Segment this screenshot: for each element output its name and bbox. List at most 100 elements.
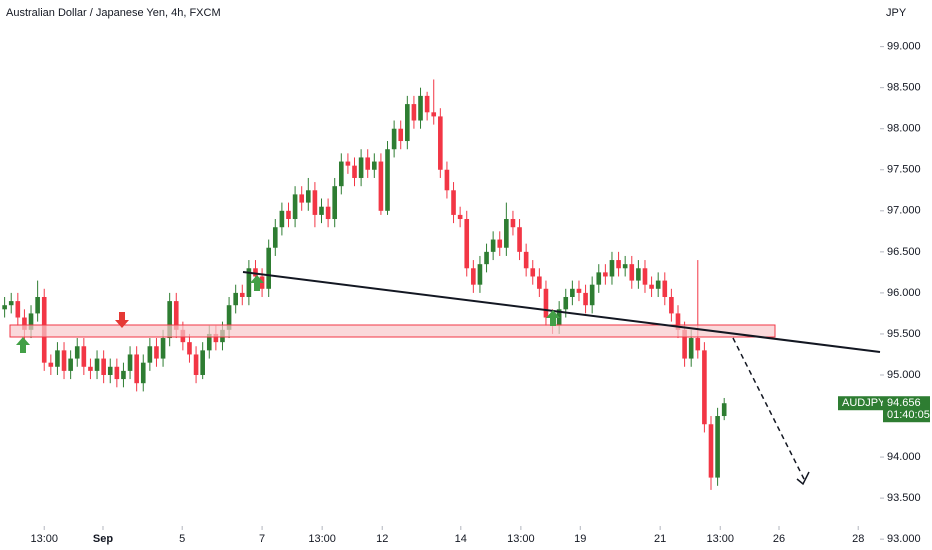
candle-body [497,239,503,248]
x-tick-label: 7 [259,533,265,545]
candle-body [286,210,291,220]
countdown-label: 01:40:05 [887,409,930,421]
buy-arrow [546,310,560,326]
chart-title: Australian Dollar / Japanese Yen, 4h, FX… [6,7,221,19]
x-tick-label: 14 [455,533,467,545]
candle-body [418,95,423,121]
x-tick-label: 28 [852,533,864,545]
candle-body [2,305,7,310]
candle-body [272,227,278,248]
candle-body [266,247,271,289]
candle-body [688,338,694,359]
candle-body [88,366,93,371]
candle-body [490,239,496,252]
candle-body [622,264,628,269]
candle-body [675,313,681,330]
candle-body [530,268,536,277]
y-tick-label: 93.500 [887,492,921,504]
plot-area [2,79,727,490]
candle-body [563,297,569,310]
candle-body [127,354,133,371]
buy-arrow [16,337,30,353]
x-tick-label: Sep [93,533,113,545]
candle-body [246,268,252,297]
candle-body [715,416,720,478]
candle-body [134,354,139,384]
candle-body [537,276,542,289]
candle-body [682,329,687,359]
candle-body [299,194,305,203]
axes: 99.000 98.500 98.000 97.500 97.000 96.500 96.0… [30,41,930,545]
candle-body [154,346,159,359]
candle-body [708,424,714,478]
y-tick-label: 95.500 [887,328,921,340]
y-tick-label: 98.000 [887,123,921,135]
candle-body [669,297,674,314]
candle-body [662,280,668,297]
candle-body [504,219,509,248]
x-tick-label: 13:00 [706,533,734,545]
candle-body [695,338,701,351]
candle-body [405,104,410,142]
x-tick-label: 5 [179,533,185,545]
x-tick-label: 12 [376,533,388,545]
candle-body [253,268,258,277]
candle-body [206,333,212,351]
y-tick-label: 97.000 [887,205,921,217]
candle-body [8,301,14,306]
candle-body [385,149,390,211]
candle-body [160,338,166,359]
candle-body [55,350,60,367]
candle-body [603,272,608,277]
candle-body [345,161,351,166]
candle-body [543,288,549,318]
candle-body [305,190,311,203]
candle-body [107,366,113,375]
x-tick-label: 19 [574,533,586,545]
candle-body [702,350,707,425]
y-tick-label: 96.000 [887,287,921,299]
last-price-label: 94.656 [887,397,921,409]
candle-body [649,284,654,289]
candle-body [636,268,641,281]
candle-body [74,346,80,359]
candle-body [81,346,87,367]
candle-body [358,157,364,178]
candle-body [187,342,192,355]
candle-body [457,214,463,220]
candle-body [477,264,483,285]
candle-body [325,206,331,220]
candle-body [616,260,621,269]
candle-body [438,116,443,170]
candle-body [629,264,635,281]
trend-line [242,271,881,353]
candle-body [642,268,648,285]
y-tick-label: 97.500 [887,164,921,176]
candle-body [147,346,153,363]
candle-body [583,292,588,306]
candle-body [312,190,318,215]
support-zone [9,324,776,338]
candle-body [319,206,324,215]
symbol-tag [838,396,883,411]
candle-body [484,251,489,265]
x-tick-label: 13:00 [507,533,535,545]
candle-body [140,362,146,384]
candle-body [332,186,338,220]
candle-body [101,358,106,375]
candle-body [94,358,100,371]
candle-body [338,161,344,187]
candle-body [398,128,404,142]
candle-body [589,284,595,306]
candle-body [200,350,205,375]
candle-body [444,169,450,191]
candle-body [411,104,417,121]
candle-body [517,227,522,252]
candle-body [213,333,219,343]
symbol-label: AUDJPY [842,397,886,409]
candle-body [451,190,456,215]
y-tick-label: 96.500 [887,246,921,258]
candle-body [431,112,437,117]
